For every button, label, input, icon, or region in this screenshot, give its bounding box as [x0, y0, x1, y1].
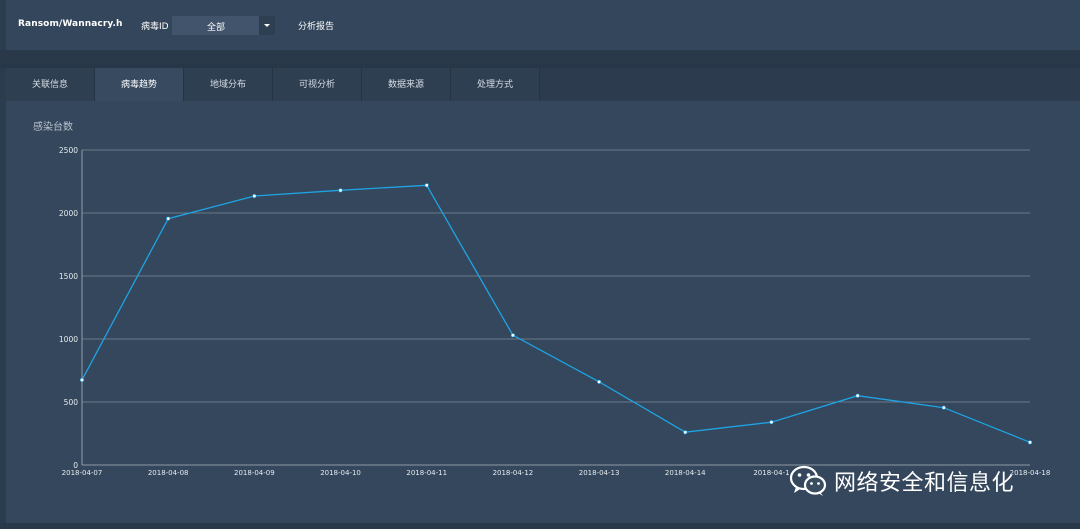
tab-related-info[interactable]: 关联信息	[6, 68, 95, 101]
data-point	[769, 420, 774, 425]
x-axis-ticks: 2018-04-07 2018-04-08 2018-04-09 2018-04-10…	[62, 469, 1051, 477]
data-point	[597, 379, 602, 384]
y-tick-label: 2000	[59, 209, 78, 218]
x-tick-label: 2018-04-10	[320, 469, 361, 477]
tab-bar: 关联信息 病毒趋势 地域分布 可视分析 数据来源 处理方式	[6, 68, 1080, 101]
analysis-report-link[interactable]: 分析报告	[298, 22, 335, 32]
chevron-down-icon	[264, 24, 270, 27]
virus-id-select-value: 全部	[206, 23, 225, 33]
tab-visual-analysis[interactable]: 可视分析	[273, 68, 362, 101]
watermark-text: 网络安全和信息化	[834, 471, 1015, 496]
x-tick-label: 2018-04-09	[234, 469, 275, 477]
y-axis-ticks: 0 500 1000 1500 2000 2500	[59, 146, 78, 470]
series-points	[80, 183, 1033, 445]
data-point	[166, 216, 171, 221]
x-tick-label: 2018-04-13	[579, 469, 620, 477]
y-tick-label: 1000	[59, 335, 78, 344]
y-tick-label: 2500	[59, 146, 78, 155]
x-tick-label: 2018-04-11	[406, 469, 447, 477]
data-point	[941, 405, 946, 410]
x-axis	[81, 150, 1030, 466]
data-point	[510, 333, 515, 338]
divider	[0, 523, 1080, 529]
app-title: Ransom/Wannacry.h	[18, 19, 123, 29]
data-point	[80, 377, 85, 382]
data-point	[1028, 440, 1033, 445]
divider	[0, 64, 1080, 68]
chart-title: 感染台数	[33, 122, 73, 133]
chart-panel	[6, 101, 1080, 523]
y-tick-label: 500	[64, 398, 79, 407]
divider	[0, 50, 1080, 64]
data-point	[855, 393, 860, 398]
tab-virus-trend[interactable]: 病毒趋势	[95, 68, 184, 101]
wechat-icon	[788, 463, 828, 499]
x-tick-label: 2018-04-08	[148, 469, 189, 477]
tab-handling-method[interactable]: 处理方式	[451, 68, 540, 101]
x-tick-label: 2018-04-18	[1010, 469, 1051, 477]
x-tick-label: 2018-04-12	[493, 469, 534, 477]
data-point	[683, 430, 688, 435]
data-point	[424, 183, 429, 188]
y-tick-label: 0	[73, 461, 78, 470]
virus-id-select[interactable]: 全部	[172, 16, 275, 35]
y-tick-label: 1500	[59, 272, 78, 281]
tab-region-distribution[interactable]: 地域分布	[184, 68, 273, 101]
series-line	[81, 184, 1031, 443]
tab-data-source[interactable]: 数据来源	[362, 68, 451, 101]
x-tick-label: 2018-04-07	[62, 469, 103, 477]
virus-id-label: 病毒ID	[141, 22, 169, 32]
chart-gridlines	[82, 149, 1030, 403]
watermark: 网络安全和信息化	[788, 461, 1014, 501]
data-point	[338, 188, 343, 193]
data-point	[252, 193, 257, 198]
x-tick-label: 2018-04-14	[665, 469, 706, 477]
select-dropdown-button[interactable]	[259, 16, 275, 35]
x-tick-label: 2018-04-1	[753, 469, 789, 477]
